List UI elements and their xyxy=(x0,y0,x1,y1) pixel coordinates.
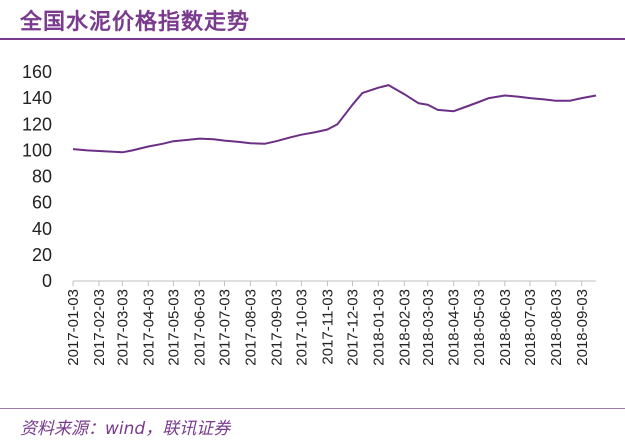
y-tick-label: 120 xyxy=(22,114,52,134)
y-tick-label: 140 xyxy=(22,88,52,108)
series-layer xyxy=(72,84,597,154)
x-tick-label: 2018-01-03 xyxy=(370,289,387,366)
x-tick-label: 2017-06-03 xyxy=(191,289,208,366)
x-tick-label: 2017-01-03 xyxy=(65,289,82,366)
y-tick-label: 100 xyxy=(22,140,52,160)
x-axis: 2017-01-03 2017-02-03 2017-03-03 2017-04-03… xyxy=(65,280,596,366)
y-tick-label: 0 xyxy=(42,271,52,291)
y-axis: 0 20 40 60 80 100 120 140 160 xyxy=(22,62,52,291)
x-tick-label: 2017-09-03 xyxy=(268,289,285,366)
x-tick-label: 2018-05-03 xyxy=(471,289,488,366)
chart-title: 全国水泥价格指数走势 xyxy=(20,10,251,35)
x-tick-label: 2018-02-03 xyxy=(396,289,413,366)
x-tick-label: 2017-07-03 xyxy=(216,289,233,366)
x-tick-label: 2017-03-03 xyxy=(114,289,131,366)
x-tick-label: 2018-04-03 xyxy=(446,289,463,366)
x-tick-label: 2018-09-03 xyxy=(574,289,591,366)
y-tick-label: 20 xyxy=(32,245,52,265)
y-tick-label: 80 xyxy=(32,167,52,187)
x-tick-label: 2017-05-03 xyxy=(165,289,182,366)
x-tick-label: 2018-03-03 xyxy=(420,289,437,366)
x-tick-label: 2018-08-03 xyxy=(548,289,565,366)
footer-divider xyxy=(0,408,625,409)
y-tick-label: 60 xyxy=(32,193,52,213)
title-divider xyxy=(0,38,625,40)
x-tick-label: 2017-12-03 xyxy=(344,289,361,366)
x-tick-label: 2017-02-03 xyxy=(91,289,108,366)
x-tick-label: 2017-10-03 xyxy=(293,289,310,366)
x-tick-label: 2017-04-03 xyxy=(140,289,157,366)
x-tick-label: 2017-11-03 xyxy=(319,289,336,365)
y-tick-label: 40 xyxy=(32,219,52,239)
series-line xyxy=(72,84,597,154)
x-tick-label: 2018-07-03 xyxy=(522,289,539,366)
x-tick-label: 2018-06-03 xyxy=(497,289,514,366)
source-note: 资料来源：wind，联讯证券 xyxy=(20,419,231,439)
y-tick-label: 160 xyxy=(22,62,52,82)
x-tick-label: 2017-08-03 xyxy=(242,289,259,366)
